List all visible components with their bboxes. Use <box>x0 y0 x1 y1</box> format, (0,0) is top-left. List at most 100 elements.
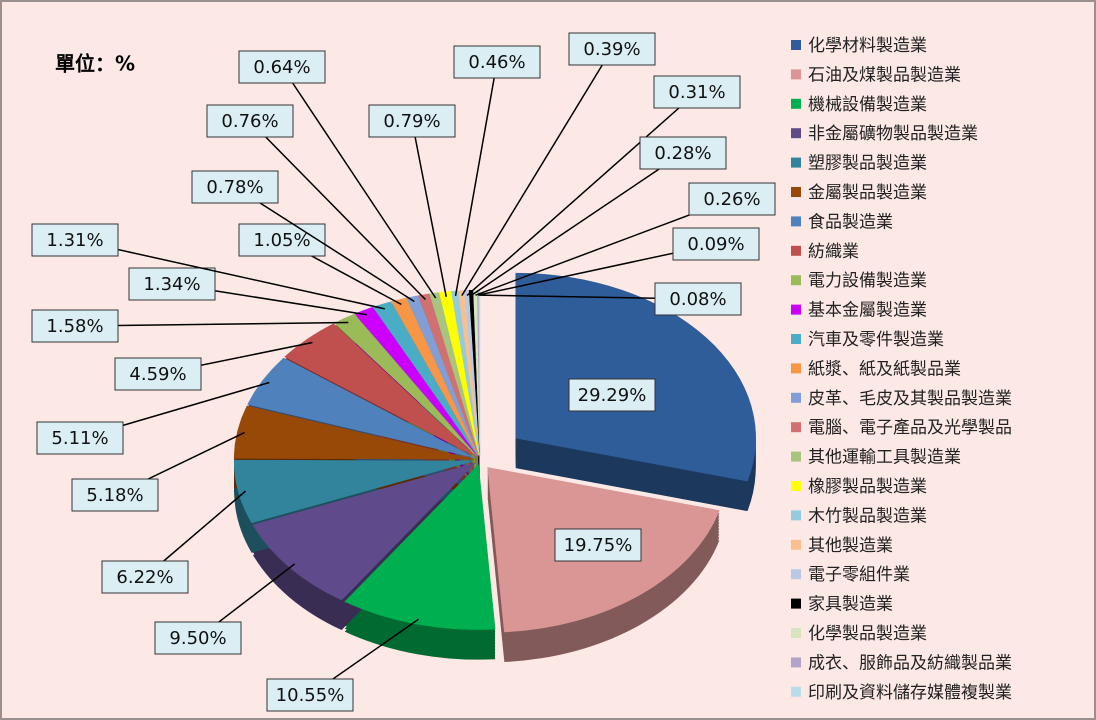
slice <box>344 464 496 630</box>
legend-swatch <box>791 40 801 50</box>
value-label-box <box>568 32 656 66</box>
leader-line <box>466 91 698 296</box>
legend-swatch <box>791 451 801 462</box>
value-label: 4.59% <box>129 364 186 385</box>
slice <box>252 462 477 601</box>
value-label-box <box>114 357 202 391</box>
value-label-box <box>554 528 642 562</box>
legend-label: 電腦、電子產品及光學製品 <box>808 418 1012 438</box>
value-label: 0.31% <box>668 82 725 103</box>
legend-label: 紙漿、紙及紙製品業 <box>808 359 961 379</box>
leader-line <box>281 66 437 299</box>
value-label-box <box>128 267 216 301</box>
legend-label: 成衣、服飾品及紡織製品業 <box>808 653 1012 673</box>
value-label: 0.64% <box>253 57 310 78</box>
value-label-box <box>238 50 326 84</box>
slice <box>233 459 475 524</box>
value-label-box <box>31 223 119 257</box>
value-label: 29.29% <box>578 385 647 406</box>
legend-label: 皮革、毛皮及其製品製造業 <box>808 389 1012 409</box>
chart-title: 單位：% <box>55 52 135 76</box>
legend-swatch <box>791 98 801 109</box>
slice <box>354 306 478 456</box>
value-label: 0.78% <box>206 177 263 198</box>
legend-label: 石油及煤製品製造業 <box>808 65 961 85</box>
value-label-box <box>453 45 541 79</box>
legend-swatch <box>791 598 801 609</box>
legend-swatch <box>791 539 801 550</box>
value-label: 6.22% <box>116 567 173 588</box>
legend-label: 電力設備製造業 <box>808 271 927 291</box>
legend-swatch <box>791 128 801 139</box>
leader-line <box>471 152 684 296</box>
legend-swatch <box>791 481 801 491</box>
value-label-box <box>654 282 742 316</box>
value-label-box <box>688 182 776 216</box>
value-label: 1.31% <box>46 230 103 251</box>
legend-swatch <box>791 569 801 580</box>
legend-swatch <box>791 422 801 433</box>
legend-label: 汽車及零件製造業 <box>808 330 944 350</box>
legend-label: 基本金屬製造業 <box>808 301 927 321</box>
leader-line <box>74 239 385 310</box>
value-label-box <box>191 170 279 204</box>
slice <box>406 295 479 456</box>
leader-line <box>454 61 498 297</box>
legend-swatch <box>791 392 801 403</box>
value-label: 1.58% <box>46 316 103 337</box>
slice <box>515 272 756 482</box>
value-label: 0.28% <box>654 143 711 164</box>
legend-label: 食品製造業 <box>808 212 893 232</box>
legend-swatch <box>791 216 801 227</box>
value-label-box <box>71 478 159 512</box>
leader-line <box>411 120 447 297</box>
legend-swatch <box>791 334 801 344</box>
value-label: 0.76% <box>221 111 278 132</box>
value-label-box <box>238 223 326 257</box>
value-label-box <box>653 75 741 109</box>
legend-swatch <box>791 245 801 256</box>
value-label: 0.09% <box>687 234 744 255</box>
legend-label: 非金屬礦物製品製造業 <box>808 124 978 144</box>
legend-label: 塑膠製品製造業 <box>808 154 927 174</box>
value-label: 5.11% <box>51 428 108 449</box>
value-label: 1.05% <box>253 230 310 251</box>
legend-label: 機械設備製造業 <box>808 95 927 115</box>
value-label-box <box>154 621 242 655</box>
legend-swatch <box>791 510 801 521</box>
legend-label: 其他運輸工具製造業 <box>808 448 961 468</box>
leader-line <box>461 48 613 297</box>
legend-swatch <box>791 304 801 315</box>
value-label-box <box>368 104 456 138</box>
value-label: 5.18% <box>86 485 143 506</box>
legend-swatch <box>791 686 801 697</box>
legend-swatch <box>791 69 801 80</box>
value-label: 1.34% <box>143 274 200 295</box>
legend-swatch <box>791 275 801 286</box>
legend-label: 化學材料製造業 <box>808 36 927 56</box>
legend-label: 木竹製品製造業 <box>808 506 927 526</box>
slice <box>391 297 479 456</box>
legend-label: 其他製造業 <box>808 536 893 556</box>
legend-label: 紡織業 <box>808 242 859 262</box>
legend-label: 化學製品製造業 <box>808 624 927 644</box>
leader-line <box>234 186 415 303</box>
slice <box>372 301 478 456</box>
slice <box>429 292 480 456</box>
legend-label: 金屬製品製造業 <box>808 183 927 203</box>
value-label-box <box>36 421 124 455</box>
value-label-box <box>639 136 727 170</box>
leader-line <box>249 120 426 301</box>
legend-swatch <box>791 157 801 168</box>
value-label: 10.55% <box>276 685 345 706</box>
value-label: 0.26% <box>703 189 760 210</box>
slice <box>247 357 475 458</box>
legend-swatch <box>791 657 801 668</box>
value-label-box <box>206 104 294 138</box>
value-label-box <box>101 560 189 594</box>
slice <box>233 405 475 460</box>
value-label: 0.08% <box>669 289 726 310</box>
slice <box>284 323 476 457</box>
value-label-box <box>672 227 760 261</box>
legend-label: 家具製造業 <box>808 595 893 615</box>
